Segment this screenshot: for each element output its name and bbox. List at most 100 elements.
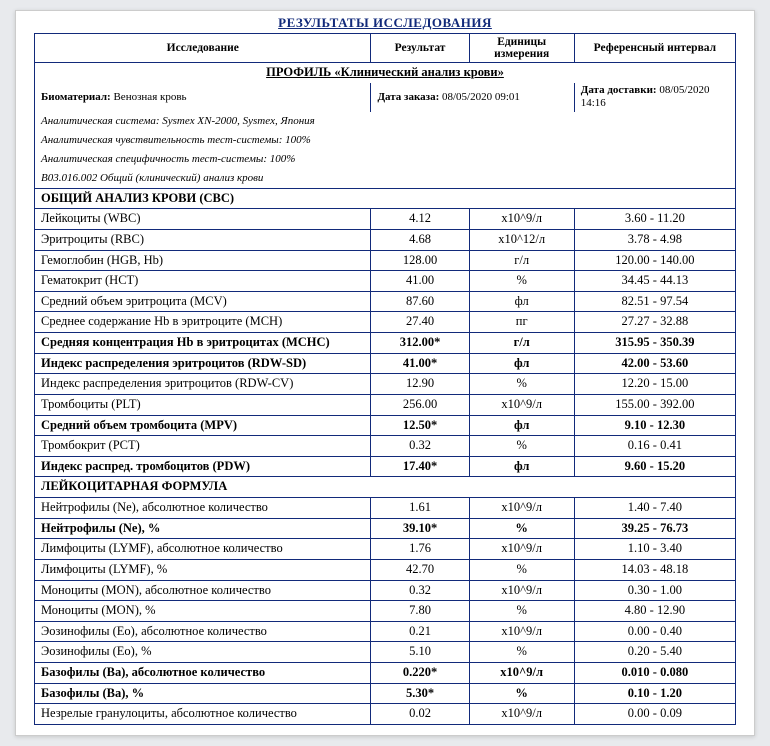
col-units: Единицы измерения	[469, 34, 574, 63]
cell-value: 12.50*	[371, 415, 469, 436]
cell-ref: 3.78 - 4.98	[574, 229, 735, 250]
meta-line-2: Аналитическая чувствительность тест-сист…	[35, 131, 736, 150]
table-row: Тромбоциты (PLT)256.00x10^9/л155.00 - 39…	[35, 394, 736, 415]
col-study: Исследование	[35, 34, 371, 63]
biomaterial-cell: Биоматериал: Венозная кровь	[35, 83, 371, 113]
cell-unit: x10^9/л	[469, 621, 574, 642]
table-row: Незрелые гранулоциты, абсолютное количес…	[35, 704, 736, 725]
cell-unit: фл	[469, 353, 574, 374]
cell-value: 1.76	[371, 539, 469, 560]
cell-ref: 0.20 - 5.40	[574, 642, 735, 663]
table-row: Среднее содержание Hb в эритроците (MCH)…	[35, 312, 736, 333]
table-row: Гемоглобин (HGB, Hb)128.00г/л120.00 - 14…	[35, 250, 736, 271]
cell-value: 87.60	[371, 291, 469, 312]
cell-ref: 12.20 - 15.00	[574, 374, 735, 395]
meta-line-3: Аналитическая специфичность тест-системы…	[35, 150, 736, 169]
cell-name: Средний объем эритроцита (MCV)	[35, 291, 371, 312]
cell-name: Гематокрит (HCT)	[35, 271, 371, 292]
table-row: Базофилы (Ba), абсолютное количество0.22…	[35, 663, 736, 684]
cell-unit: x10^9/л	[469, 498, 574, 519]
cell-name: Тромбокрит (PCT)	[35, 436, 371, 457]
table-row: Индекс распределения эритроцитов (RDW-CV…	[35, 374, 736, 395]
cell-name: Моноциты (MON), %	[35, 601, 371, 622]
cell-name: Среднее содержание Hb в эритроците (MCH)	[35, 312, 371, 333]
cell-ref: 1.40 - 7.40	[574, 498, 735, 519]
table-row: Гематокрит (HCT)41.00%34.45 - 44.13	[35, 271, 736, 292]
cell-ref: 0.10 - 1.20	[574, 683, 735, 704]
cell-unit: пг	[469, 312, 574, 333]
cell-unit: г/л	[469, 333, 574, 354]
cell-value: 0.220*	[371, 663, 469, 684]
table-row: Эозинофилы (Eo), абсолютное количество0.…	[35, 621, 736, 642]
cell-value: 39.10*	[371, 518, 469, 539]
table-row: Средняя концентрация Hb в эритроцитах (M…	[35, 333, 736, 354]
cell-unit: %	[469, 271, 574, 292]
table-row: Тромбокрит (PCT)0.32%0.16 - 0.41	[35, 436, 736, 457]
cell-unit: x10^9/л	[469, 394, 574, 415]
col-result: Результат	[371, 34, 469, 63]
cell-value: 4.12	[371, 209, 469, 230]
cell-name: Тромбоциты (PLT)	[35, 394, 371, 415]
cell-unit: x10^9/л	[469, 539, 574, 560]
cell-ref: 9.10 - 12.30	[574, 415, 735, 436]
meta-line-1: Аналитическая система: Sysmex XN-2000, S…	[35, 112, 736, 131]
cell-name: Гемоглобин (HGB, Hb)	[35, 250, 371, 271]
cell-name: Лейкоциты (WBC)	[35, 209, 371, 230]
cell-value: 0.21	[371, 621, 469, 642]
cell-ref: 39.25 - 76.73	[574, 518, 735, 539]
cell-name: Базофилы (Ba), абсолютное количество	[35, 663, 371, 684]
biomaterial-label: Биоматериал:	[41, 91, 111, 103]
table-row: Лимфоциты (LYMF), %42.70%14.03 - 48.18	[35, 559, 736, 580]
cell-ref: 315.95 - 350.39	[574, 333, 735, 354]
cell-value: 0.32	[371, 436, 469, 457]
cell-ref: 34.45 - 44.13	[574, 271, 735, 292]
cell-ref: 0.00 - 0.09	[574, 704, 735, 725]
cell-ref: 3.60 - 11.20	[574, 209, 735, 230]
cell-ref: 9.60 - 15.20	[574, 456, 735, 477]
table-row: Средний объем тромбоцита (MPV)12.50*фл9.…	[35, 415, 736, 436]
cell-value: 312.00*	[371, 333, 469, 354]
cell-unit: x10^9/л	[469, 209, 574, 230]
cell-name: Индекс распределения эритроцитов (RDW-SD…	[35, 353, 371, 374]
cell-value: 256.00	[371, 394, 469, 415]
cell-unit: %	[469, 518, 574, 539]
table-row: Нейтрофилы (Ne), абсолютное количество 1.…	[35, 498, 736, 519]
cell-unit: фл	[469, 291, 574, 312]
page-title: РЕЗУЛЬТАТЫ ИССЛЕДОВАНИЯ	[34, 11, 736, 33]
cell-value: 41.00*	[371, 353, 469, 374]
cell-ref: 0.010 - 0.080	[574, 663, 735, 684]
cell-name: Базофилы (Ba), %	[35, 683, 371, 704]
cell-value: 17.40*	[371, 456, 469, 477]
col-reference: Референсный интервал	[574, 34, 735, 63]
cell-name: Индекс распределения эритроцитов (RDW-CV…	[35, 374, 371, 395]
delivery-cell: Дата доставки: 08/05/2020 14:16	[574, 83, 735, 113]
table-row: Нейтрофилы (Ne), %39.10*%39.25 - 76.73	[35, 518, 736, 539]
cell-unit: x10^9/л	[469, 580, 574, 601]
cell-ref: 14.03 - 48.18	[574, 559, 735, 580]
cell-value: 12.90	[371, 374, 469, 395]
order-value: 08/05/2020 09:01	[442, 91, 520, 103]
cell-ref: 1.10 - 3.40	[574, 539, 735, 560]
cell-unit: фл	[469, 456, 574, 477]
cell-ref: 82.51 - 97.54	[574, 291, 735, 312]
table-row: Базофилы (Ba), %5.30*%0.10 - 1.20	[35, 683, 736, 704]
cell-value: 0.02	[371, 704, 469, 725]
section-cbc: ОБЩИЙ АНАЛИЗ КРОВИ (CBC)	[35, 188, 736, 209]
cell-unit: %	[469, 374, 574, 395]
cell-value: 5.30*	[371, 683, 469, 704]
cell-name: Индекс распред. тромбоцитов (PDW)	[35, 456, 371, 477]
table-row: Индекс распределения эритроцитов (RDW-SD…	[35, 353, 736, 374]
cell-name: Эритроциты (RBC)	[35, 229, 371, 250]
cell-unit: x10^9/л	[469, 704, 574, 725]
cell-name: Нейтрофилы (Ne), абсолютное количество	[35, 498, 371, 519]
cell-value: 128.00	[371, 250, 469, 271]
table-row: Эритроциты (RBC)4.68x10^12/л3.78 - 4.98	[35, 229, 736, 250]
table-row: Эозинофилы (Eo), %5.10%0.20 - 5.40	[35, 642, 736, 663]
cell-value: 7.80	[371, 601, 469, 622]
table-row: Моноциты (MON), абсолютное количество0.3…	[35, 580, 736, 601]
cell-ref: 27.27 - 32.88	[574, 312, 735, 333]
cell-unit: %	[469, 436, 574, 457]
table-row: Моноциты (MON), %7.80%4.80 - 12.90	[35, 601, 736, 622]
cell-value: 42.70	[371, 559, 469, 580]
cell-value: 0.32	[371, 580, 469, 601]
